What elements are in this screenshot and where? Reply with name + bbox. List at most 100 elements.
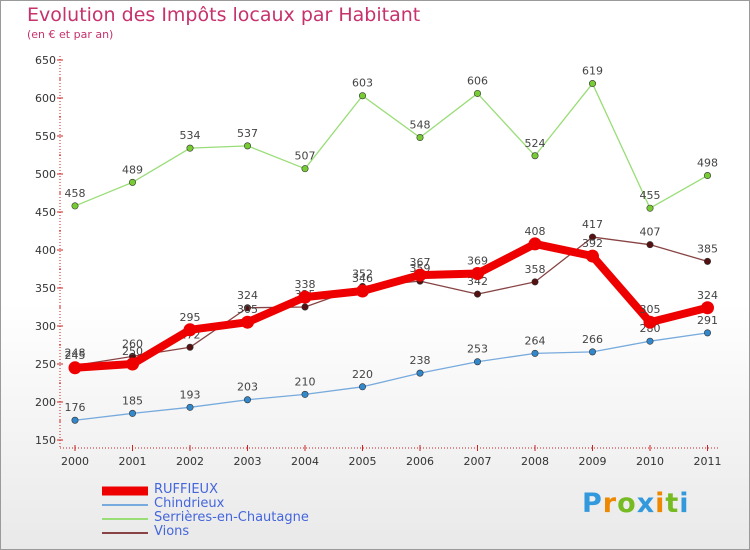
data-label-vions: 385 — [697, 242, 718, 255]
point-chindrieux — [646, 337, 654, 345]
point-vions — [301, 303, 309, 311]
data-label-serri-res-en-chautagne: 455 — [640, 189, 661, 202]
y-tick-label: 150 — [35, 434, 56, 447]
x-tick-label: 2001 — [119, 455, 147, 468]
data-label-chindrieux: 193 — [180, 388, 201, 401]
data-label-chindrieux: 185 — [122, 394, 143, 407]
data-label-vions: 248 — [65, 347, 86, 360]
data-label-serri-res-en-chautagne: 619 — [582, 65, 603, 78]
data-label-vions: 407 — [640, 226, 661, 239]
data-label-serri-res-en-chautagne: 548 — [410, 119, 431, 132]
data-label-ruffieux: 324 — [697, 289, 718, 302]
logo-letter: i — [655, 488, 666, 519]
point-serri-res-en-chautagne — [703, 172, 711, 180]
data-label-serri-res-en-chautagne: 534 — [180, 129, 201, 142]
x-tick-label: 2008 — [521, 455, 549, 468]
point-serri-res-en-chautagne — [473, 89, 481, 97]
point-chindrieux — [186, 403, 194, 411]
point-ruffieux — [471, 267, 484, 281]
y-tick-label: 600 — [35, 92, 56, 105]
series-line-ruffieux — [71, 239, 712, 372]
y-tick-label: 250 — [35, 358, 56, 371]
legend-label-ruffieux: RUFFIEUX — [154, 482, 218, 497]
point-vions — [703, 257, 711, 265]
data-label-serri-res-en-chautagne: 603 — [352, 77, 373, 90]
y-tick-label: 650 — [35, 54, 56, 67]
data-label-serri-res-en-chautagne: 606 — [467, 74, 488, 87]
data-label-serri-res-en-chautagne: 507 — [295, 150, 316, 163]
data-label-ruffieux: 250 — [122, 345, 143, 358]
y-tick-label: 500 — [35, 168, 56, 181]
logo-letter: o — [617, 488, 637, 519]
point-vions — [646, 241, 654, 249]
point-chindrieux — [358, 383, 366, 391]
point-ruffieux — [643, 315, 657, 329]
point-ruffieux — [126, 357, 139, 371]
x-tick-label: 2007 — [464, 455, 492, 468]
data-label-serri-res-en-chautagne: 458 — [65, 187, 86, 200]
y-tick-label: 450 — [35, 206, 56, 219]
x-tick-label: 2009 — [579, 455, 607, 468]
y-tick-label: 350 — [35, 282, 56, 295]
y-tick-label: 400 — [35, 244, 56, 257]
data-label-chindrieux: 176 — [65, 401, 86, 414]
data-label-chindrieux: 210 — [295, 375, 316, 388]
data-label-ruffieux: 295 — [180, 311, 201, 324]
data-label-chindrieux: 220 — [352, 368, 373, 381]
legend-label-serrieres: Serrières-en-Chautagne — [154, 510, 309, 525]
point-chindrieux — [473, 358, 481, 366]
legend-swatch-ruffieux — [102, 486, 148, 496]
point-serri-res-en-chautagne — [71, 202, 79, 210]
data-label-vions: 324 — [237, 289, 258, 302]
data-label-chindrieux: 203 — [237, 381, 258, 394]
data-label-ruffieux: 338 — [295, 278, 316, 291]
legend-swatch-vions — [102, 532, 148, 534]
x-tick-label: 2006 — [406, 455, 434, 468]
data-label-serri-res-en-chautagne: 524 — [525, 137, 546, 150]
point-chindrieux — [703, 329, 711, 337]
point-ruffieux — [586, 249, 599, 263]
logo-letter: t — [665, 488, 680, 519]
data-label-chindrieux: 253 — [467, 343, 488, 356]
point-chindrieux — [71, 416, 79, 424]
series-line-chindrieux — [74, 332, 709, 421]
point-vions — [531, 278, 539, 286]
logo-letter: r — [602, 488, 618, 519]
legend-swatch-chindrieux — [102, 504, 148, 506]
point-ruffieux — [701, 301, 714, 315]
data-label-chindrieux: 291 — [697, 314, 718, 327]
point-ruffieux — [528, 237, 542, 251]
x-tick-label: 2010 — [636, 455, 664, 468]
point-vions — [186, 343, 194, 351]
y-tick-label: 550 — [35, 130, 56, 143]
point-ruffieux — [183, 323, 197, 337]
data-label-ruffieux: 245 — [65, 349, 86, 362]
point-serri-res-en-chautagne — [416, 134, 424, 142]
data-label-chindrieux: 238 — [410, 354, 431, 367]
point-chindrieux — [531, 349, 539, 357]
point-vions — [473, 290, 481, 298]
point-serri-res-en-chautagne — [531, 152, 539, 160]
data-label-ruffieux: 305 — [237, 303, 258, 316]
data-label-vions: 260 — [122, 337, 143, 350]
point-chindrieux — [301, 390, 309, 398]
data-label-ruffieux: 346 — [352, 272, 373, 285]
point-serri-res-en-chautagne — [358, 92, 366, 100]
data-label-vions: 358 — [525, 263, 546, 276]
point-chindrieux — [588, 348, 596, 356]
y-tick-label: 200 — [35, 396, 56, 409]
point-serri-res-en-chautagne — [646, 204, 654, 212]
data-label-ruffieux: 367 — [410, 256, 431, 269]
data-label-ruffieux: 305 — [640, 303, 661, 316]
point-vions — [588, 233, 596, 241]
data-label-serri-res-en-chautagne: 489 — [122, 163, 143, 176]
chart-subtitle: (en € et par an) — [27, 28, 114, 41]
point-chindrieux — [129, 409, 137, 417]
x-tick-label: 2002 — [176, 455, 204, 468]
x-tick-label: 2004 — [291, 455, 319, 468]
data-label-serri-res-en-chautagne: 498 — [697, 157, 718, 170]
proxiti-logo: Proxiti — [582, 488, 690, 519]
x-tick-label: 2003 — [234, 455, 262, 468]
data-label-ruffieux: 408 — [525, 225, 546, 238]
